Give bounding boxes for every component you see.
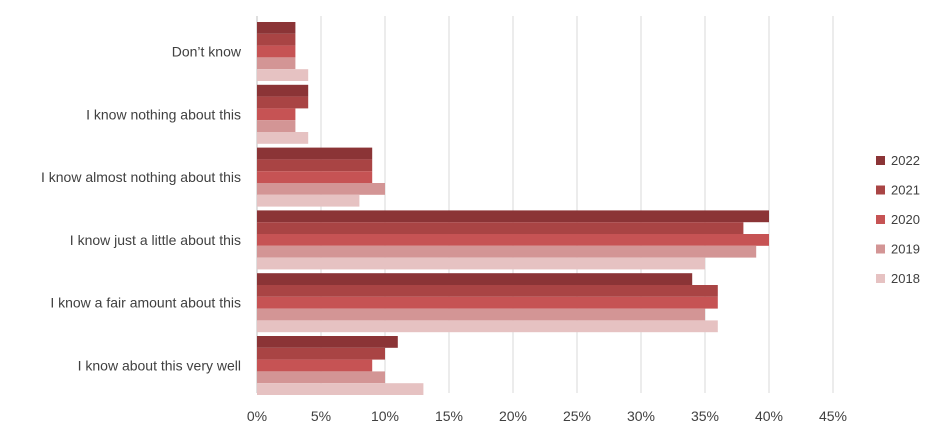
legend-label-2022: 2022: [891, 153, 920, 168]
bar-2021: [257, 159, 373, 172]
x-tick-label: 0%: [247, 408, 267, 424]
bar-2020: [257, 108, 296, 121]
bar-2019: [257, 57, 296, 70]
bar-2019: [257, 120, 296, 132]
x-tick-label: 35%: [691, 408, 719, 424]
bar-2022: [257, 273, 693, 285]
bar-2020: [257, 45, 296, 58]
bar-2022: [257, 336, 398, 348]
bar-2020: [257, 171, 373, 183]
bars: [257, 22, 769, 395]
bar-2022: [257, 22, 296, 34]
x-tick-label: 10%: [371, 408, 399, 424]
bar-2020: [257, 359, 373, 372]
legend-swatch-2018: [876, 274, 885, 283]
x-tick-label: 45%: [819, 408, 847, 424]
bar-2018: [257, 132, 309, 144]
bar-2018: [257, 383, 424, 395]
x-tick-label: 15%: [435, 408, 463, 424]
legend-label-2020: 2020: [891, 212, 920, 227]
category-label: Don’t know: [172, 44, 242, 60]
bar-2022: [257, 210, 769, 223]
bar-2020: [257, 296, 718, 309]
bar-2018: [257, 320, 718, 333]
bar-2021: [257, 347, 385, 360]
bar-2021: [257, 33, 296, 46]
bar-2020: [257, 234, 769, 246]
legend: 2022 2021 2020 2019 2018: [876, 153, 920, 286]
category-label: I know almost nothing about this: [41, 169, 241, 185]
bar-2019: [257, 245, 757, 258]
category-label: I know nothing about this: [86, 106, 241, 122]
bar-2021: [257, 96, 309, 109]
x-tick-label: 40%: [755, 408, 783, 424]
bar-2018: [257, 257, 705, 270]
legend-label-2021: 2021: [891, 183, 920, 198]
x-tick-label: 5%: [311, 408, 331, 424]
bar-2022: [257, 84, 309, 97]
category-label: I know just a little about this: [70, 232, 241, 248]
legend-swatch-2019: [876, 244, 885, 254]
legend-swatch-2022: [876, 156, 885, 165]
bar-2021: [257, 222, 744, 234]
bar-2019: [257, 371, 385, 384]
x-tick-labels: 0% 5% 10% 15% 20% 25% 30% 35% 40% 45%: [247, 408, 847, 424]
bar-2019: [257, 308, 705, 321]
x-tick-label: 30%: [627, 408, 655, 424]
bar-2021: [257, 285, 718, 297]
x-tick-label: 25%: [563, 408, 591, 424]
legend-label-2018: 2018: [891, 271, 920, 286]
bar-2022: [257, 147, 373, 160]
bar-2018: [257, 69, 309, 81]
category-labels: Don’t know I know nothing about this I kno…: [41, 44, 242, 374]
category-label: I know a fair amount about this: [50, 295, 241, 311]
legend-swatch-2021: [876, 185, 885, 195]
legend-swatch-2020: [876, 215, 885, 224]
category-label: I know about this very well: [78, 358, 241, 374]
legend-label-2019: 2019: [891, 242, 920, 257]
bar-2019: [257, 183, 385, 195]
x-tick-label: 20%: [499, 408, 527, 424]
bar-2018: [257, 194, 360, 207]
